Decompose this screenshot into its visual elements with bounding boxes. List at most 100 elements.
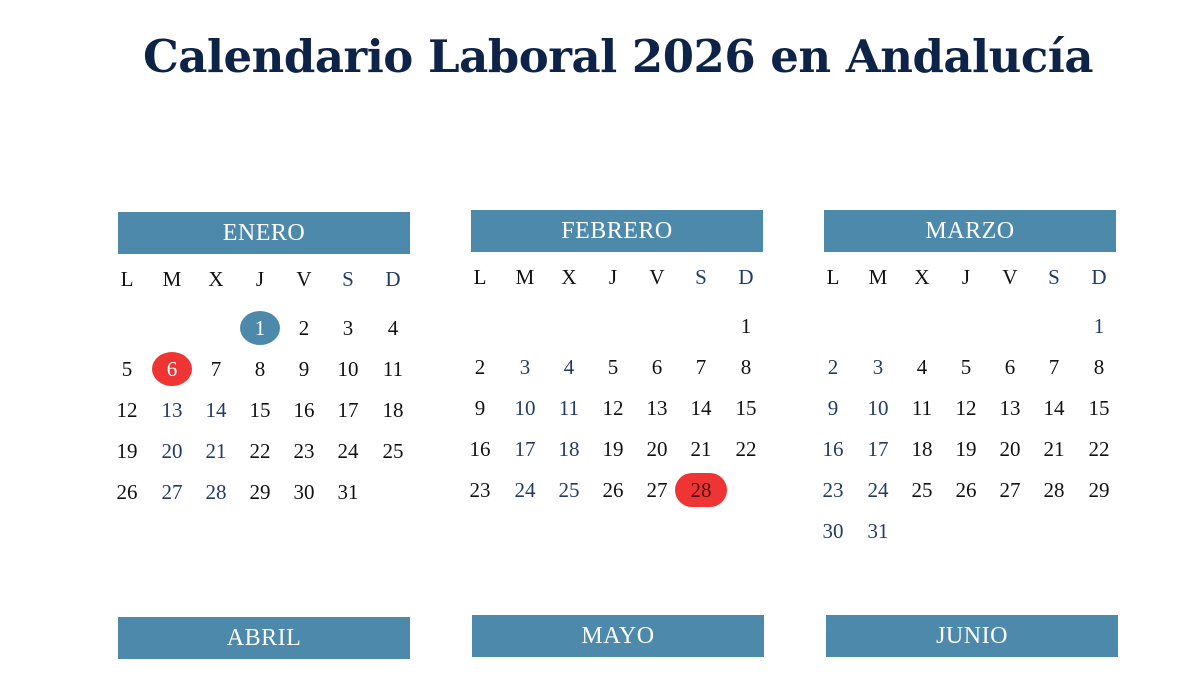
day-cell: 19: [955, 437, 977, 461]
day-cell: 3: [872, 355, 884, 379]
month-mayo: MAYO: [472, 615, 764, 657]
day-cell: 22: [249, 439, 271, 463]
weekday-label: M: [868, 265, 888, 289]
day-cell: 24: [337, 439, 359, 463]
holiday-day-cell: 1: [240, 311, 280, 345]
day-cell: 9: [298, 357, 310, 381]
day-cell: 23: [293, 439, 315, 463]
weekday-label: V: [1002, 265, 1018, 289]
month-header: FEBRERO: [471, 210, 763, 252]
day-cell: 27: [999, 478, 1021, 502]
day-cell: 14: [205, 398, 227, 422]
day-cell: 19: [602, 437, 624, 461]
weekday-label: M: [162, 267, 182, 291]
weekday-label: D: [385, 267, 401, 291]
day-cell: 1: [1093, 314, 1105, 338]
month-enero: ENERO L M X J V S D 1 2 3 4 5 6 7 8 9 10 11 12 13 14 15 16 17 18…: [117, 212, 410, 504]
weekday-label: D: [738, 265, 754, 289]
day-cell: 21: [690, 437, 712, 461]
month-marzo: MARZO L M X J V S D 1 2 3 4 5 6 7 8 9 10 11 12 13 14 15 16 17 18…: [823, 210, 1116, 543]
day-cell: 6: [651, 355, 663, 379]
day-cell: 27: [646, 478, 668, 502]
holiday-day-cell: 6: [152, 352, 192, 386]
day-cell: 7: [1048, 355, 1060, 379]
day-cell: 26: [116, 480, 138, 504]
day-cell: 18: [382, 398, 404, 422]
day-cell: 12: [116, 398, 138, 422]
day-cell: 8: [254, 357, 266, 381]
day-cell: 17: [867, 437, 889, 461]
page-title: Calendario Laboral 2026 en Andalucía: [142, 30, 1094, 83]
weekday-label: J: [255, 267, 265, 291]
day-cell: 25: [558, 478, 580, 502]
weekday-label: D: [1091, 265, 1107, 289]
day-cell: 13: [999, 396, 1021, 420]
month-junio: JUNIO: [826, 615, 1118, 657]
day-cell: 25: [382, 439, 404, 463]
day-cell: 5: [960, 355, 972, 379]
day-cell: 24: [867, 478, 889, 502]
weekday-label: M: [515, 265, 535, 289]
day-cell: 1: [740, 314, 752, 338]
day-cell: 3: [519, 355, 531, 379]
day-cell: 8: [1093, 355, 1105, 379]
month-header: MAYO: [472, 615, 764, 657]
day-cell: 5: [121, 357, 133, 381]
day-cell: 24: [514, 478, 536, 502]
day-cell: 9: [827, 396, 839, 420]
day-cell: 19: [116, 439, 138, 463]
day-cell: 28: [1043, 478, 1065, 502]
day-cell: 29: [1088, 478, 1110, 502]
weekday-label: X: [561, 265, 577, 289]
month-abril: ABRIL: [118, 617, 410, 659]
weekday-label: X: [914, 265, 930, 289]
day-cell: 25: [911, 478, 933, 502]
day-cell: 22: [1088, 437, 1110, 461]
day-cell: 18: [558, 437, 580, 461]
day-cell: 17: [337, 398, 359, 422]
weekday-label: V: [296, 267, 312, 291]
day-cell: 27: [161, 480, 183, 504]
weekday-label: S: [1048, 265, 1060, 289]
day-cell: 4: [563, 355, 575, 379]
day-cell: 26: [955, 478, 977, 502]
holiday-day-cell: 28: [675, 473, 727, 507]
day-cell: 7: [210, 357, 222, 381]
day-cell: 16: [822, 437, 844, 461]
day-cell: 12: [602, 396, 624, 420]
weekday-label: J: [961, 265, 971, 289]
month-header: ENERO: [118, 212, 410, 254]
day-cell: 10: [867, 396, 889, 420]
day-cell: 13: [161, 398, 183, 422]
day-cell: 15: [249, 398, 271, 422]
day-cell: 5: [607, 355, 619, 379]
day-cell: 16: [469, 437, 491, 461]
day-cell: 13: [646, 396, 668, 420]
day-cell: 4: [916, 355, 928, 379]
day-cell: 28: [205, 480, 227, 504]
month-header: JUNIO: [826, 615, 1118, 657]
day-cell: 2: [474, 355, 486, 379]
day-cell: 21: [205, 439, 227, 463]
weekday-label: S: [342, 267, 354, 291]
day-cell: 20: [161, 439, 183, 463]
day-cell: 11: [911, 396, 933, 420]
day-cell: 20: [999, 437, 1021, 461]
day-cell: 29: [249, 480, 271, 504]
day-cell: 7: [695, 355, 707, 379]
day-cell: 9: [474, 396, 486, 420]
month-header: MARZO: [824, 210, 1116, 252]
weekday-label: J: [608, 265, 618, 289]
day-cell: 15: [1088, 396, 1110, 420]
day-cell: 18: [911, 437, 933, 461]
day-cell: 23: [469, 478, 491, 502]
day-cell: 30: [293, 480, 315, 504]
month-header: ABRIL: [118, 617, 410, 659]
day-cell: 11: [558, 396, 580, 420]
day-cell: 12: [955, 396, 977, 420]
weekday-label: L: [120, 267, 134, 291]
day-cell: 4: [387, 316, 399, 340]
day-cell: 14: [690, 396, 712, 420]
weekday-label: S: [695, 265, 707, 289]
day-cell: 31: [337, 480, 359, 504]
